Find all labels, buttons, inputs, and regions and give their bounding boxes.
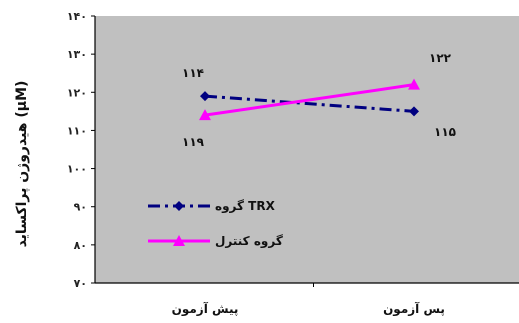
data-label: ۱۱۹	[182, 135, 205, 149]
legend: گروه TRX گروه کنترل	[148, 199, 283, 249]
y-tick-label: ۱۰۰	[67, 163, 87, 176]
data-labels: ۱۱۴ ۱۱۵ ۱۱۹ ۱۲۲	[182, 51, 456, 149]
y-axis-label: هیدروژن پراکساید (μM)	[14, 81, 30, 248]
y-tick-label: ۷۰	[74, 277, 87, 290]
y-tick-label: ۱۲۰	[67, 86, 87, 99]
y-tick-label: ۱۳۰	[67, 48, 87, 61]
x-category-label: پس آزمون	[383, 301, 445, 317]
series-line	[204, 83, 415, 117]
diamond-marker	[200, 91, 210, 102]
legend-diamond-marker	[174, 201, 184, 211]
plot-area	[95, 16, 519, 283]
y-tick-label: ۱۴۰	[67, 10, 87, 23]
data-label: ۱۲۲	[429, 51, 452, 65]
series-layer	[199, 78, 420, 121]
legend-triangle-marker	[173, 235, 185, 246]
triangle-marker	[199, 109, 211, 121]
y-tick-label: ۱۱۰	[67, 124, 87, 137]
diamond-marker	[409, 106, 419, 117]
y-tick-label: ۹۰	[74, 201, 87, 214]
series-line	[204, 94, 415, 113]
data-label: ۱۱۵	[434, 125, 456, 139]
x-category-label: پیش آزمون	[172, 301, 239, 317]
y-tick-label: ۸۰	[74, 239, 87, 252]
axes	[94, 16, 519, 284]
y-ticks: ۷۰ ۸۰ ۹۰ ۱۰۰ ۱۱۰ ۱۲۰ ۱۳۰ ۱۴۰	[67, 10, 95, 290]
legend-label: گروه کنترل	[215, 234, 283, 249]
legend-label: گروه TRX	[215, 199, 276, 214]
x-categories: پیش آزمون پس آزمون	[172, 283, 445, 317]
data-label: ۱۱۴	[182, 66, 204, 80]
triangle-marker	[408, 78, 420, 90]
